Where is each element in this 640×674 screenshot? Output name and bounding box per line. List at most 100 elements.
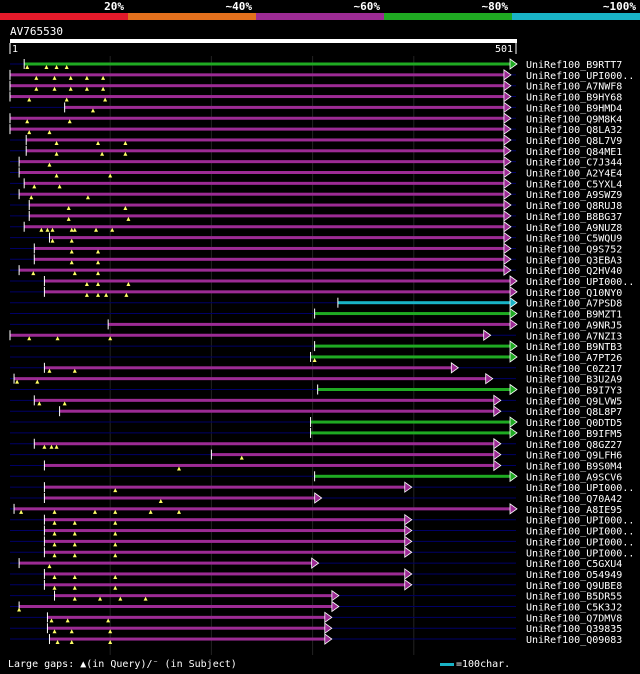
hit-row[interactable]: UniRef100_B9NTB3 xyxy=(10,340,622,353)
hit-row[interactable]: UniRef100_Q9LFH6 xyxy=(10,448,622,462)
hit-name[interactable]: UniRef100_C0Z217 xyxy=(526,364,622,375)
hit-name[interactable]: UniRef100_B9S0M4 xyxy=(526,461,622,472)
hit-row[interactable]: UniRef100_Q8GZ27 xyxy=(10,437,622,451)
hit-name[interactable]: UniRef100_O54949 xyxy=(526,570,622,581)
hit-row[interactable]: UniRef100_A8IE95 xyxy=(10,503,622,516)
hit-row[interactable]: UniRef100_A9NRJ5 xyxy=(10,318,622,331)
hit-name[interactable]: UniRef100_Q9S752 xyxy=(526,244,622,255)
hit-row[interactable]: UniRef100_Q9LVW5 xyxy=(10,394,622,407)
hit-name[interactable]: UniRef100_B3U2A9 xyxy=(526,375,622,386)
hit-row[interactable]: UniRef100_B9HY68 xyxy=(9,90,622,104)
hit-name[interactable]: UniRef100_UPI000.. xyxy=(526,277,634,288)
hit-row[interactable]: UniRef100_UPI000.. xyxy=(10,275,634,288)
hit-name[interactable]: UniRef100_Q2HV40 xyxy=(526,266,622,277)
hit-row[interactable]: UniRef100_Q9UBE8 xyxy=(10,579,622,592)
hit-name[interactable]: UniRef100_UPI000.. xyxy=(526,483,634,494)
hit-name[interactable]: UniRef100_B8BG37 xyxy=(526,212,622,223)
hit-row[interactable]: UniRef100_C5GXU4 xyxy=(10,557,622,570)
hit-name[interactable]: UniRef100_C5K3J2 xyxy=(526,603,622,614)
hit-name[interactable]: UniRef100_A7NWF8 xyxy=(526,82,622,93)
hit-name[interactable]: UniRef100_A8IE95 xyxy=(526,505,622,516)
hit-name[interactable]: UniRef100_Q39835 xyxy=(526,624,622,635)
hit-row[interactable]: UniRef100_Q39835 xyxy=(10,622,622,635)
hit-row[interactable]: UniRef100_Q8L8P7 xyxy=(10,405,622,418)
hit-row[interactable]: UniRef100_UPI000.. xyxy=(10,513,634,527)
hit-row[interactable]: UniRef100_A7PSD8 xyxy=(10,296,622,310)
hit-row[interactable]: UniRef100_A2Y4E4 xyxy=(10,166,622,180)
hit-row[interactable]: UniRef100_Q2HV40 xyxy=(10,264,622,277)
hit-name[interactable]: UniRef100_B9I7Y3 xyxy=(526,386,622,397)
hit-row[interactable]: UniRef100_B9IFM5 xyxy=(10,427,622,440)
hit-row[interactable]: UniRef100_UPI000.. xyxy=(10,481,634,494)
hit-name[interactable]: UniRef100_Q8LA32 xyxy=(526,125,622,136)
hit-row[interactable]: UniRef100_A9SWZ9 xyxy=(10,188,622,201)
hit-row[interactable]: UniRef100_Q3EBA3 xyxy=(10,253,622,266)
hit-name[interactable]: UniRef100_C5YXL4 xyxy=(526,179,622,190)
hit-row[interactable]: UniRef100_A9NUZ8 xyxy=(10,220,622,234)
hit-row[interactable]: UniRef100_C7J344 xyxy=(10,155,622,169)
hit-row[interactable]: UniRef100_Q10NY0 xyxy=(10,286,622,299)
hit-row[interactable]: UniRef100_B9HMD4 xyxy=(10,101,622,114)
hit-row[interactable]: UniRef100_C5YXL4 xyxy=(10,177,622,190)
hit-name[interactable]: UniRef100_B9IFM5 xyxy=(526,429,622,440)
hit-name[interactable]: UniRef100_B9RTT7 xyxy=(526,60,622,71)
hit-name[interactable]: UniRef100_A9SWZ9 xyxy=(526,190,622,201)
hit-name[interactable]: UniRef100_UPI000.. xyxy=(526,537,634,548)
hit-name[interactable]: UniRef100_Q09083 xyxy=(526,635,622,646)
hit-row[interactable]: UniRef100_B9MZT1 xyxy=(10,307,622,321)
hit-row[interactable]: UniRef100_Q70A42 xyxy=(10,492,622,505)
hit-row[interactable]: UniRef100_Q9S752 xyxy=(10,242,622,255)
hit-name[interactable]: UniRef100_Q9M8K4 xyxy=(526,114,622,125)
hit-row[interactable]: UniRef100_UPI000.. xyxy=(10,524,634,538)
hit-name[interactable]: UniRef100_Q8L8P7 xyxy=(526,407,622,418)
hit-row[interactable]: UniRef100_C0Z217 xyxy=(10,362,622,375)
hit-name[interactable]: UniRef100_Q8RUJ8 xyxy=(526,201,622,212)
hit-name[interactable]: UniRef100_Q10NY0 xyxy=(526,288,622,299)
hit-name[interactable]: UniRef100_A9NUZ8 xyxy=(526,223,622,234)
hit-row[interactable]: UniRef100_C5K3J2 xyxy=(10,600,622,614)
hit-row[interactable]: UniRef100_Q8LA32 xyxy=(9,123,622,136)
hit-name[interactable]: UniRef100_Q84ME1 xyxy=(526,147,622,158)
hit-name[interactable]: UniRef100_A9NRJ5 xyxy=(526,320,622,331)
hit-row[interactable]: UniRef100_B8BG37 xyxy=(10,210,622,223)
hit-name[interactable]: UniRef100_UPI000.. xyxy=(526,71,634,82)
hit-name[interactable]: UniRef100_B5DR55 xyxy=(526,592,622,603)
hit-name[interactable]: UniRef100_Q9UBE8 xyxy=(526,581,622,592)
hit-name[interactable]: UniRef100_A7NZI3 xyxy=(526,331,622,342)
hit-name[interactable]: UniRef100_B9NTB3 xyxy=(526,342,622,353)
hit-row[interactable]: UniRef100_UPI000.. xyxy=(9,69,634,82)
hit-row[interactable]: UniRef100_Q0DTD5 xyxy=(10,416,622,429)
hit-name[interactable]: UniRef100_UPI000.. xyxy=(526,516,634,527)
hit-row[interactable]: UniRef100_UPI000.. xyxy=(10,546,634,559)
hit-row[interactable]: UniRef100_B5DR55 xyxy=(10,589,622,603)
hit-name[interactable]: UniRef100_B9HY68 xyxy=(526,93,622,104)
hit-row[interactable]: UniRef100_Q8L7V9 xyxy=(10,134,622,147)
hit-name[interactable]: UniRef100_B9HMD4 xyxy=(526,103,622,114)
hit-name[interactable]: UniRef100_C5WQU9 xyxy=(526,234,622,245)
hit-row[interactable]: UniRef100_B3U2A9 xyxy=(10,372,622,386)
hit-row[interactable]: UniRef100_B9I7Y3 xyxy=(10,383,622,397)
hit-row[interactable]: UniRef100_Q84ME1 xyxy=(10,145,622,158)
hit-name[interactable]: UniRef100_Q0DTD5 xyxy=(526,418,622,429)
hit-row[interactable]: UniRef100_UPI000.. xyxy=(10,535,634,548)
hit-row[interactable]: UniRef100_Q9M8K4 xyxy=(9,112,622,125)
hit-row[interactable]: UniRef100_B9RTT7 xyxy=(10,58,622,71)
hit-row[interactable]: UniRef100_O54949 xyxy=(10,568,622,581)
hit-row[interactable]: UniRef100_Q8RUJ8 xyxy=(10,199,622,212)
hit-name[interactable]: UniRef100_B9MZT1 xyxy=(526,310,622,321)
hit-row[interactable]: UniRef100_A7NWF8 xyxy=(9,79,622,93)
hit-name[interactable]: UniRef100_A7PSD8 xyxy=(526,299,622,310)
hit-name[interactable]: UniRef100_C7J344 xyxy=(526,158,622,169)
hit-row[interactable]: UniRef100_A7PT26 xyxy=(10,351,622,364)
hit-name[interactable]: UniRef100_Q9LFH6 xyxy=(526,451,622,462)
hit-name[interactable]: UniRef100_A7PT26 xyxy=(526,353,622,364)
hit-name[interactable]: UniRef100_UPI000.. xyxy=(526,527,634,538)
hit-row[interactable]: UniRef100_Q09083 xyxy=(10,633,622,646)
hit-name[interactable]: UniRef100_A2Y4E4 xyxy=(526,169,622,180)
hit-row[interactable]: UniRef100_Q7DMV8 xyxy=(10,611,622,624)
hit-name[interactable]: UniRef100_A9SCV6 xyxy=(526,472,622,483)
hit-name[interactable]: UniRef100_Q8GZ27 xyxy=(526,440,622,451)
hit-name[interactable]: UniRef100_Q70A42 xyxy=(526,494,622,505)
hit-row[interactable]: UniRef100_C5WQU9 xyxy=(10,231,622,245)
hit-name[interactable]: UniRef100_Q8L7V9 xyxy=(526,136,622,147)
